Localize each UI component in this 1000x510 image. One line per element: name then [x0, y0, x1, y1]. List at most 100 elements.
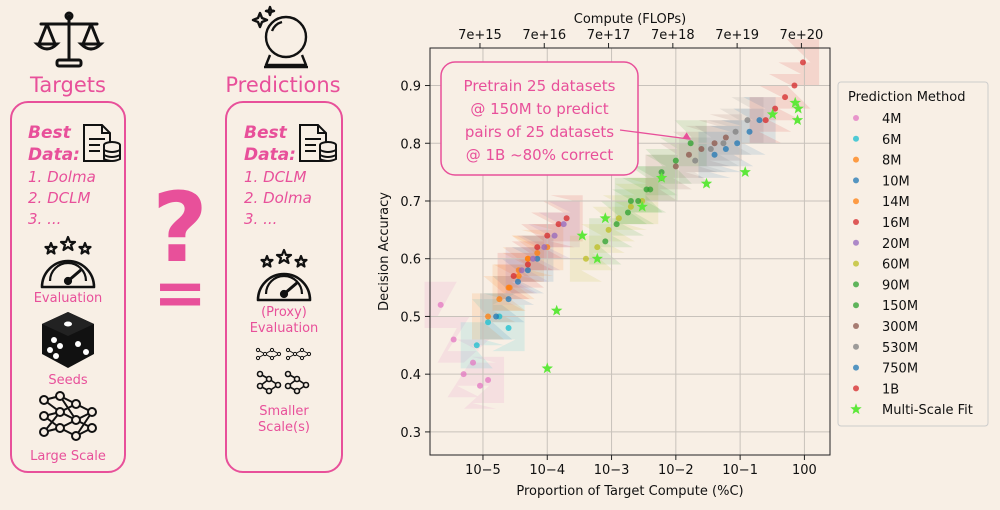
x-axis-ticks: 10−5 10−4 10−3 10−2 10−1 100	[465, 455, 817, 478]
y-tick-label: 0.9	[400, 80, 421, 95]
point-16m	[510, 273, 517, 280]
predictions-list-item: 2. Dolma	[244, 189, 312, 207]
point-16m	[524, 261, 531, 268]
point-750m	[711, 151, 718, 158]
variance-band-1b	[749, 39, 820, 144]
point-4m	[477, 382, 484, 389]
point-20m	[560, 221, 567, 228]
legend-label: 750M	[882, 362, 918, 377]
small-networks-icon	[255, 347, 312, 395]
legend-label: 16M	[882, 216, 910, 231]
predictions-best-data-label: Best Data:	[244, 123, 296, 165]
legend-marker	[853, 302, 859, 309]
predictions-list-item: 3. ...	[244, 210, 278, 228]
point-14m	[524, 255, 531, 262]
point-1b	[772, 105, 779, 112]
top-tick-label: 7e+15	[458, 28, 502, 43]
approx-sign: =	[153, 257, 207, 331]
legend-marker	[853, 385, 859, 392]
legend-label: 10M	[882, 174, 910, 189]
point-6m	[473, 342, 480, 349]
legend-label: 150M	[882, 299, 918, 314]
legend-marker	[853, 115, 859, 121]
point-16m	[555, 221, 562, 228]
point-150m	[643, 186, 650, 193]
point-20m	[518, 267, 525, 274]
point-20m	[551, 232, 558, 239]
targets-list-item: 3. ...	[28, 210, 62, 228]
legend-marker	[853, 239, 859, 246]
legend-marker	[853, 135, 859, 142]
point-300m	[698, 146, 705, 153]
annotation-line: pairs of 25 datasets	[465, 123, 614, 141]
targets-seeds-caption: Seeds	[48, 373, 88, 388]
point-14m	[534, 249, 541, 256]
x-tick-label: 10−3	[594, 463, 630, 478]
proxy-caption: (Proxy)	[261, 305, 307, 320]
y-tick-label: 0.4	[400, 368, 421, 383]
point-90m	[624, 209, 631, 216]
multi-scale-fit-star	[766, 108, 779, 120]
y-tick-label: 0.3	[400, 426, 421, 441]
legend-marker	[853, 364, 859, 371]
point-1b	[799, 59, 806, 66]
y-tick-label: 0.8	[400, 137, 421, 152]
document-database-icon	[299, 124, 337, 162]
multi-scale-fit-star	[791, 114, 804, 125]
point-10m	[505, 296, 512, 303]
top-axis-label: Compute (FLOPs)	[574, 12, 686, 27]
point-6m	[485, 319, 492, 326]
x-tick-label: 10−2	[658, 463, 694, 478]
point-300m	[722, 134, 729, 141]
neural-network-icon	[39, 391, 97, 441]
top-tick-label: 7e+17	[587, 28, 631, 43]
legend-label: 20M	[882, 237, 910, 252]
variance-band-60m	[569, 177, 659, 282]
point-60m	[627, 203, 634, 210]
point-530m	[744, 117, 751, 124]
multi-scale-fit-star	[591, 252, 603, 264]
targets-scale-caption: Large Scale	[30, 449, 106, 464]
annotation-callout: Pretrain 25 datasets @ 150M to predict p…	[440, 61, 691, 176]
top-tick-label: 7e+19	[715, 28, 759, 43]
legend-label: 8M	[882, 154, 902, 169]
targets-list-item: 2. DCLM	[28, 189, 91, 207]
point-1b	[762, 117, 769, 124]
point-90m	[613, 221, 620, 228]
x-tick-label: 10−1	[722, 463, 758, 478]
point-530m	[692, 157, 699, 164]
annotation-arrow	[619, 129, 691, 140]
multi-scale-fit-star	[700, 177, 713, 189]
plot-frame	[429, 47, 831, 456]
point-60m	[605, 226, 612, 233]
legend: Prediction Method 4M 6M 8M 10M 14M 16M 20M 60M 9…	[837, 81, 989, 427]
annotation-line: @ 1B ~80% correct	[466, 146, 614, 164]
point-4m	[470, 359, 477, 366]
legend-label: 300M	[882, 320, 918, 335]
point-530m	[732, 128, 739, 135]
predictions-box	[225, 101, 343, 473]
annotation-line: Pretrain 25 datasets	[464, 77, 616, 95]
top-axis-ticks: 7e+15 7e+16 7e+17 7e+18 7e+19 7e+20	[458, 28, 823, 48]
legend-marker	[853, 281, 859, 288]
point-1b	[782, 94, 789, 101]
multi-scale-fit-star	[792, 102, 804, 114]
variance-band-530m	[679, 97, 764, 184]
question-mark: ?	[152, 172, 208, 284]
legend-label: 90M	[882, 278, 910, 293]
point-60m	[594, 244, 601, 251]
crystal-ball-icon	[251, 5, 308, 69]
y-tick-label: 0.6	[400, 253, 421, 268]
legend-title: Prediction Method	[848, 90, 965, 105]
legend-marker	[853, 156, 859, 163]
point-20m	[529, 255, 536, 262]
point-750m	[756, 117, 763, 124]
point-60m	[582, 255, 589, 262]
predictions-list: 1. DCLM 2. Dolma 3. ...	[244, 167, 312, 230]
targets-list: 1. Dolma 2. DCLM 3. ...	[28, 167, 96, 230]
legend-marker	[853, 198, 859, 205]
point-300m	[672, 163, 679, 170]
point-16m	[534, 244, 541, 251]
point-750m	[734, 140, 741, 147]
